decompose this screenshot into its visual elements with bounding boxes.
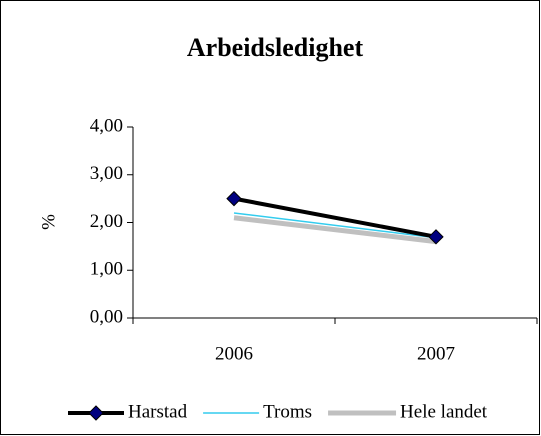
legend-marker bbox=[88, 405, 104, 421]
series-line bbox=[233, 196, 437, 239]
series-line bbox=[233, 215, 437, 245]
series-line bbox=[233, 212, 437, 239]
y-tick-label: 0,00 bbox=[90, 306, 123, 327]
legend-label: Harstad bbox=[128, 401, 188, 422]
legend-label: Troms bbox=[263, 401, 312, 422]
chart-title: Arbeidsledighet bbox=[187, 33, 364, 62]
y-tick-label: 3,00 bbox=[90, 163, 123, 184]
x-tick-label: 2006 bbox=[215, 343, 253, 364]
marker bbox=[226, 190, 242, 207]
legend-label: Hele landet bbox=[400, 401, 488, 422]
y-tick-label: 2,00 bbox=[90, 211, 123, 232]
marker bbox=[428, 229, 444, 245]
y-tick-label: 4,00 bbox=[90, 115, 123, 136]
x-tick-label: 2007 bbox=[417, 343, 455, 364]
y-axis-label: % bbox=[38, 214, 59, 230]
y-tick-label: 1,00 bbox=[90, 259, 123, 280]
